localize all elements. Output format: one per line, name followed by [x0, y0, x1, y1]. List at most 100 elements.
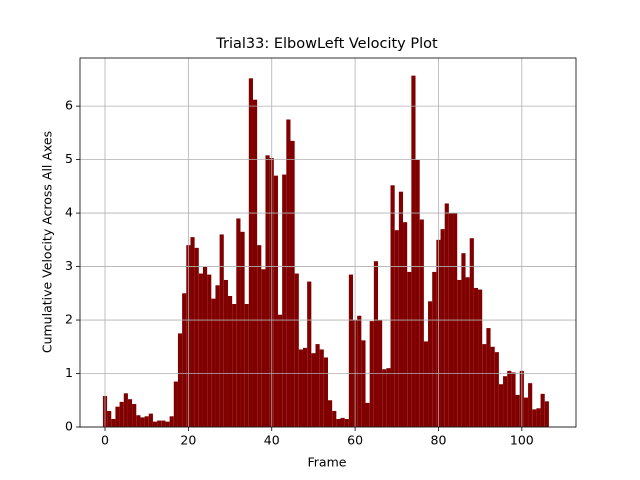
- bar: [465, 277, 470, 427]
- bar: [169, 416, 174, 427]
- y-tick-label: 0: [65, 419, 73, 434]
- bar: [207, 274, 212, 427]
- bar: [444, 203, 449, 427]
- bar: [528, 383, 533, 427]
- bar: [336, 418, 341, 427]
- bar: [315, 344, 320, 427]
- x-axis-label: Frame: [308, 455, 347, 470]
- bar: [202, 266, 208, 427]
- bar: [298, 349, 303, 427]
- x-tick-label: 20: [180, 433, 196, 448]
- bar: [182, 293, 187, 427]
- bar: [282, 174, 287, 427]
- chart-title: Trial33: ElbowLeft Velocity Plot: [215, 36, 438, 52]
- bar: [394, 230, 399, 427]
- bar: [215, 285, 220, 427]
- bar: [386, 368, 391, 427]
- bar: [286, 119, 291, 427]
- bar: [165, 421, 170, 427]
- bar: [407, 271, 412, 427]
- bar: [503, 376, 508, 427]
- bar: [273, 175, 278, 427]
- bar: [132, 404, 137, 427]
- y-tick-label: 1: [65, 365, 73, 380]
- bar: [257, 245, 262, 427]
- bar: [515, 394, 520, 427]
- bar: [198, 273, 203, 427]
- bar: [365, 402, 370, 427]
- bar: [223, 279, 228, 427]
- bar: [140, 417, 145, 427]
- bar: [144, 416, 149, 427]
- plot-frame: [79, 57, 577, 428]
- bar: [328, 400, 333, 427]
- bar: [507, 370, 512, 427]
- y-tick-label: 2: [65, 312, 73, 327]
- bar: [261, 269, 266, 427]
- bar: [486, 328, 491, 427]
- bar: [523, 397, 529, 427]
- bar: [148, 413, 153, 427]
- bar: [211, 298, 216, 427]
- bar: [419, 219, 424, 427]
- bar: [323, 357, 328, 427]
- bar: [173, 381, 178, 427]
- bar: [490, 346, 495, 427]
- y-tick-label: 4: [65, 205, 73, 220]
- bar: [428, 301, 433, 427]
- bar: [348, 274, 354, 427]
- bar: [115, 406, 120, 427]
- bar: [532, 409, 537, 427]
- bar: [311, 353, 316, 427]
- x-tick-label: 100: [510, 433, 534, 448]
- bar: [373, 261, 379, 427]
- bar: [473, 287, 479, 427]
- bar: [107, 410, 112, 427]
- bar: [111, 418, 116, 427]
- bar: [190, 237, 195, 427]
- bar: [482, 344, 487, 427]
- bar: [227, 295, 233, 427]
- bar: [119, 401, 124, 427]
- x-tick-label: 60: [347, 433, 363, 448]
- bar: [307, 281, 312, 427]
- bar: [265, 155, 270, 427]
- bar: [536, 408, 541, 427]
- bar: [219, 234, 224, 427]
- bar: [382, 369, 387, 427]
- bar: [290, 140, 295, 428]
- y-tick-label: 6: [65, 98, 73, 113]
- bar: [357, 315, 362, 427]
- bar: [177, 333, 183, 427]
- x-tick-label: 80: [431, 433, 447, 448]
- bar: [161, 420, 166, 427]
- bar: [240, 231, 245, 427]
- bar: [369, 321, 374, 427]
- bar: [411, 75, 416, 427]
- y-axis-label: Cumulative Velocity Across All Axes: [40, 131, 55, 353]
- bar: [457, 279, 462, 427]
- bar: [232, 304, 237, 427]
- bar: [248, 78, 253, 427]
- bar: [294, 273, 299, 427]
- bar: [498, 384, 504, 427]
- bar: [123, 393, 128, 427]
- bar: [540, 393, 545, 427]
- bar: [494, 352, 499, 427]
- bar: [544, 401, 549, 427]
- bar: [423, 341, 429, 427]
- bar: [152, 421, 158, 427]
- bar: [236, 218, 241, 427]
- bar: [461, 253, 466, 427]
- bar: [332, 410, 337, 427]
- bar: [469, 238, 474, 427]
- bar: [340, 417, 345, 427]
- x-tick-label: 0: [101, 433, 109, 448]
- bar: [244, 304, 249, 427]
- bar: [277, 314, 283, 427]
- bar: [319, 349, 324, 427]
- bar: [398, 191, 404, 427]
- bar: [390, 185, 395, 427]
- bar: [403, 222, 408, 427]
